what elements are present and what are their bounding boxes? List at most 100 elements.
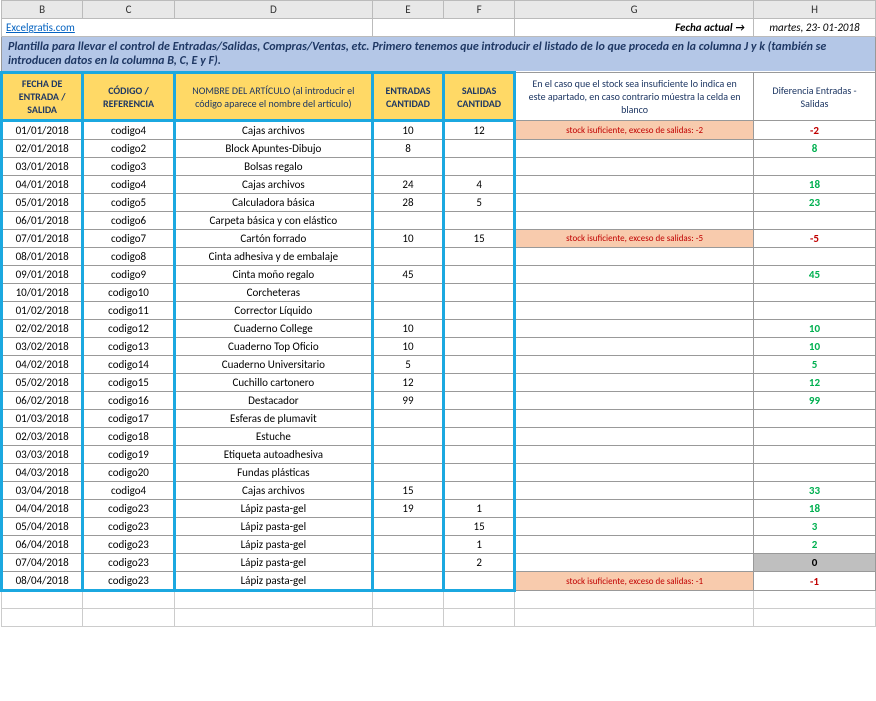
cell-c[interactable]: codigo4 — [83, 176, 174, 194]
cell-d[interactable]: Cinta adhesiva y de embalaje — [174, 248, 372, 266]
cell-e[interactable]: 10 — [372, 230, 443, 248]
cell-b[interactable]: 01/02/2018 — [2, 302, 83, 320]
cell-d[interactable]: Destacador — [174, 392, 372, 410]
cell-f[interactable]: 12 — [444, 121, 515, 140]
cell-b[interactable]: 08/01/2018 — [2, 248, 83, 266]
cell-c[interactable]: codigo18 — [83, 428, 174, 446]
cell-f[interactable] — [444, 158, 515, 176]
cell-e[interactable] — [372, 302, 443, 320]
empty-cell[interactable] — [753, 609, 875, 627]
empty-cell[interactable] — [83, 609, 174, 627]
cell-f[interactable] — [444, 572, 515, 591]
cell-f[interactable] — [444, 140, 515, 158]
cell-b[interactable]: 03/02/2018 — [2, 338, 83, 356]
cell-c[interactable]: codigo23 — [83, 518, 174, 536]
empty-cell[interactable] — [444, 591, 515, 609]
cell-f[interactable]: 1 — [444, 536, 515, 554]
col-header-E[interactable]: E — [372, 1, 443, 19]
cell-b[interactable]: 03/03/2018 — [2, 446, 83, 464]
cell-b[interactable]: 10/01/2018 — [2, 284, 83, 302]
cell-e[interactable]: 12 — [372, 374, 443, 392]
empty-cell[interactable] — [174, 609, 372, 627]
cell-e[interactable] — [372, 572, 443, 591]
col-header-G[interactable]: G — [515, 1, 754, 19]
col-header-H[interactable]: H — [753, 1, 875, 19]
cell-d[interactable]: Lápiz pasta-gel — [174, 536, 372, 554]
cell-c[interactable]: codigo8 — [83, 248, 174, 266]
cell-d[interactable]: Cajas archivos — [174, 482, 372, 500]
cell-c[interactable]: codigo9 — [83, 266, 174, 284]
cell-d[interactable]: Etiqueta autoadhesiva — [174, 446, 372, 464]
cell-b[interactable]: 01/03/2018 — [2, 410, 83, 428]
empty-cell[interactable] — [515, 609, 754, 627]
cell-b[interactable]: 05/01/2018 — [2, 194, 83, 212]
cell-e[interactable] — [372, 518, 443, 536]
cell-f[interactable]: 2 — [444, 554, 515, 572]
cell-d[interactable]: Cuaderno College — [174, 320, 372, 338]
cell-d[interactable]: Carpeta básica y con elástico — [174, 212, 372, 230]
empty-cell[interactable] — [515, 591, 754, 609]
cell-e[interactable]: 28 — [372, 194, 443, 212]
cell-b[interactable]: 07/04/2018 — [2, 554, 83, 572]
cell-e[interactable] — [372, 446, 443, 464]
cell-c[interactable]: codigo15 — [83, 374, 174, 392]
cell-d[interactable]: Cinta moño regalo — [174, 266, 372, 284]
cell-c[interactable]: codigo7 — [83, 230, 174, 248]
cell-d[interactable]: Estuche — [174, 428, 372, 446]
cell-d[interactable]: Lápiz pasta-gel — [174, 572, 372, 591]
cell-b[interactable]: 06/01/2018 — [2, 212, 83, 230]
cell-f[interactable] — [444, 482, 515, 500]
cell-d[interactable]: Corrector Líquido — [174, 302, 372, 320]
cell-b[interactable]: 09/01/2018 — [2, 266, 83, 284]
cell-f[interactable] — [444, 446, 515, 464]
cell-d[interactable]: Lápiz pasta-gel — [174, 518, 372, 536]
cell-b[interactable]: 04/03/2018 — [2, 464, 83, 482]
cell-c[interactable]: codigo14 — [83, 356, 174, 374]
cell-e[interactable] — [372, 464, 443, 482]
cell-b[interactable]: 04/02/2018 — [2, 356, 83, 374]
cell-f[interactable] — [444, 464, 515, 482]
cell-e[interactable] — [372, 284, 443, 302]
cell-f[interactable] — [444, 410, 515, 428]
cell-e[interactable]: 45 — [372, 266, 443, 284]
empty-cell[interactable] — [372, 591, 443, 609]
cell-e[interactable] — [372, 428, 443, 446]
cell-f[interactable] — [444, 356, 515, 374]
cell-f[interactable] — [444, 248, 515, 266]
cell-e[interactable]: 19 — [372, 500, 443, 518]
cell-f[interactable] — [444, 392, 515, 410]
col-header-F[interactable]: F — [444, 1, 515, 19]
empty-cell[interactable] — [753, 591, 875, 609]
empty-cell[interactable] — [2, 609, 83, 627]
cell-f[interactable] — [444, 212, 515, 230]
cell-b[interactable]: 02/02/2018 — [2, 320, 83, 338]
cell-e[interactable]: 99 — [372, 392, 443, 410]
cell-e[interactable]: 10 — [372, 121, 443, 140]
cell-b[interactable]: 07/01/2018 — [2, 230, 83, 248]
col-header-C[interactable]: C — [83, 1, 174, 19]
cell-d[interactable]: Lápiz pasta-gel — [174, 500, 372, 518]
cell-c[interactable]: codigo2 — [83, 140, 174, 158]
cell-b[interactable]: 05/02/2018 — [2, 374, 83, 392]
cell-b[interactable]: 02/03/2018 — [2, 428, 83, 446]
cell-e[interactable] — [372, 536, 443, 554]
cell-b[interactable]: 06/02/2018 — [2, 392, 83, 410]
col-header-D[interactable]: D — [174, 1, 372, 19]
cell-c[interactable]: codigo19 — [83, 446, 174, 464]
cell-d[interactable]: Block Apuntes-Dibujo — [174, 140, 372, 158]
cell-b[interactable]: 01/01/2018 — [2, 121, 83, 140]
cell-d[interactable]: Corcheteras — [174, 284, 372, 302]
cell-b[interactable]: 05/04/2018 — [2, 518, 83, 536]
cell-c[interactable]: codigo23 — [83, 572, 174, 591]
cell-e[interactable] — [372, 248, 443, 266]
cell-b[interactable]: 03/04/2018 — [2, 482, 83, 500]
empty-cell[interactable] — [2, 591, 83, 609]
cell-e[interactable]: 8 — [372, 140, 443, 158]
site-link[interactable]: Excelgratis.com — [6, 21, 75, 34]
cell-f[interactable]: 15 — [444, 230, 515, 248]
cell-f[interactable]: 15 — [444, 518, 515, 536]
cell-b[interactable]: 08/04/2018 — [2, 572, 83, 591]
cell-b[interactable]: 04/01/2018 — [2, 176, 83, 194]
cell-e[interactable]: 15 — [372, 482, 443, 500]
cell-b[interactable]: 02/01/2018 — [2, 140, 83, 158]
